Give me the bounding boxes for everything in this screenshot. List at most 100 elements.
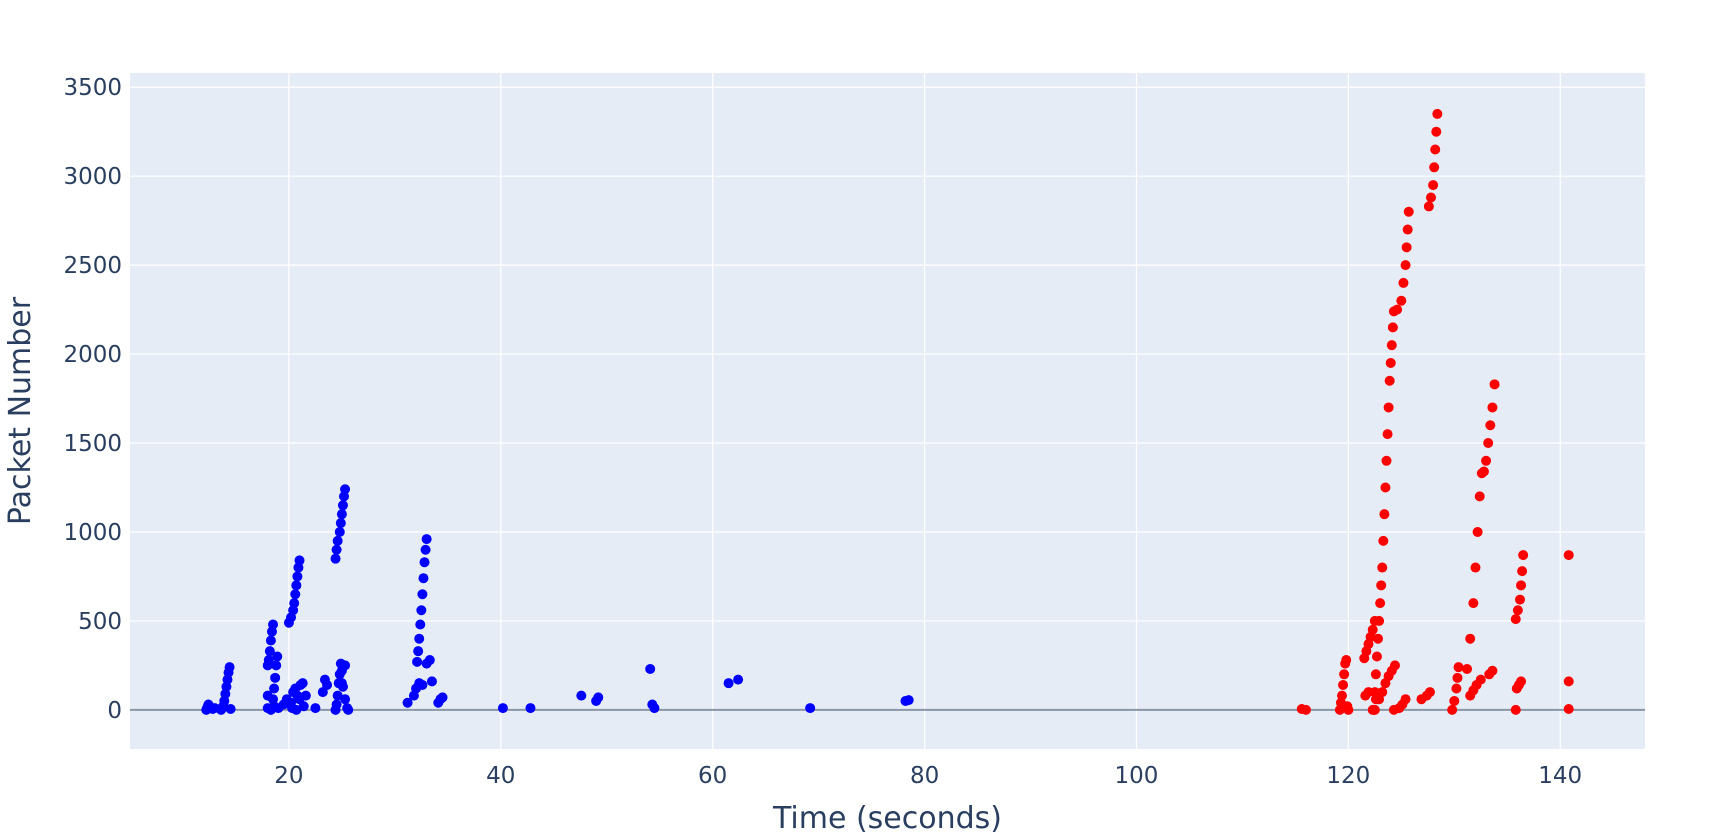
series-2-point	[1447, 704, 1458, 715]
series-2-point	[1465, 633, 1476, 644]
series-2-point	[1368, 704, 1379, 715]
y-tick-label: 3000	[63, 164, 122, 190]
series-1-point	[412, 656, 423, 667]
series-1-point	[225, 703, 236, 714]
series-2-point	[1403, 206, 1414, 217]
series-2-point	[1400, 260, 1411, 271]
series-1-point	[497, 703, 508, 714]
series-2-point	[1400, 694, 1411, 705]
series-1-point	[421, 534, 432, 545]
x-tick-label: 20	[274, 763, 303, 789]
series-2-point	[1510, 614, 1521, 625]
series-2-point	[1384, 375, 1395, 386]
series-1-point	[402, 697, 413, 708]
y-tick-label: 2000	[63, 342, 122, 368]
series-2-point	[1452, 672, 1463, 683]
series-2-point	[1373, 633, 1384, 644]
series-1-point	[416, 605, 427, 616]
series-1-point	[340, 484, 351, 495]
series-1-point	[224, 662, 235, 673]
series-2-point	[1518, 550, 1529, 561]
series-1-point	[331, 699, 342, 710]
series-2-point	[1367, 624, 1378, 635]
series-1-point	[270, 672, 281, 683]
series-2-point	[1396, 295, 1407, 306]
series-2-point	[1453, 662, 1464, 673]
series-1-point	[420, 544, 431, 555]
series-1-point	[903, 695, 914, 706]
series-2-point	[1516, 580, 1527, 591]
x-tick-label: 60	[698, 763, 727, 789]
series-1-point	[268, 619, 279, 630]
series-1-point	[271, 660, 282, 671]
series-1-point	[733, 674, 744, 685]
series-2-point	[1341, 655, 1352, 666]
series-2-point	[1462, 663, 1473, 674]
series-2-point	[1475, 674, 1486, 685]
series-1-point	[417, 679, 428, 690]
series-2-point	[1432, 108, 1443, 119]
series-1-point	[289, 598, 300, 609]
series-1-point	[272, 651, 283, 662]
series-2-point	[1474, 491, 1485, 502]
series-2-point	[1517, 566, 1528, 577]
series-2-point	[1380, 482, 1391, 493]
series-1-point	[332, 535, 343, 546]
series-2-point	[1377, 687, 1388, 698]
series-2-point	[1375, 598, 1386, 609]
series-2-point	[1430, 144, 1441, 155]
series-2-point	[1485, 420, 1496, 431]
series-2-point	[1381, 455, 1392, 466]
series-2-point	[1424, 687, 1435, 698]
series-2-point	[1337, 690, 1347, 701]
series-2-point	[1487, 402, 1498, 413]
series-2-point	[1392, 304, 1403, 315]
series-1-point	[418, 573, 429, 584]
series-1-point	[414, 633, 425, 644]
series-2-point	[1451, 683, 1462, 694]
series-2-point	[1376, 580, 1387, 591]
series-1-point	[417, 589, 428, 600]
y-tick-label: 3500	[63, 75, 122, 101]
series-2-point	[1343, 704, 1354, 715]
tick-labels: 20 40 60 80 100 120 140 0 500 1000 1500 2000 2500 300…	[63, 75, 1582, 789]
x-tick-label: 140	[1538, 763, 1582, 789]
series-1-point	[332, 690, 343, 701]
series-1-point	[413, 646, 424, 657]
series-1-point	[335, 518, 346, 529]
series-1-point	[437, 692, 448, 703]
y-axis-title: Packet Number	[3, 296, 38, 525]
series-2-point	[1483, 438, 1494, 449]
series-2-point	[1398, 277, 1409, 288]
series-2-point	[1514, 594, 1525, 605]
x-tick-label: 80	[910, 763, 939, 789]
series-1-point	[340, 694, 351, 705]
series-2-point	[1382, 429, 1393, 440]
series-1-point	[269, 683, 280, 694]
series-2-point	[1425, 192, 1436, 203]
series-2-point	[1510, 704, 1521, 715]
series-1-point	[426, 676, 437, 687]
series-1-point	[576, 690, 587, 701]
series-1-point	[340, 660, 351, 671]
series-2-point	[1472, 526, 1483, 537]
series-1-point	[343, 704, 354, 715]
x-tick-label: 120	[1326, 763, 1370, 789]
y-tick-label: 0	[107, 698, 122, 724]
series-2-point	[1402, 224, 1413, 235]
series-2-point	[1470, 562, 1481, 573]
series-2-point	[1516, 676, 1527, 687]
series-2-point	[1370, 669, 1381, 680]
series-2-point	[1481, 455, 1492, 466]
series-2-point	[1379, 509, 1390, 520]
series-1-point	[337, 500, 348, 511]
series-2-point	[1449, 695, 1460, 706]
series-1-point	[300, 690, 311, 701]
y-tick-label: 1500	[63, 431, 122, 457]
y-tick-label: 2500	[63, 253, 122, 279]
plot-area	[130, 73, 1645, 749]
series-1-point	[593, 692, 604, 703]
series-2-point	[1429, 162, 1440, 173]
series-1-point	[310, 703, 321, 714]
